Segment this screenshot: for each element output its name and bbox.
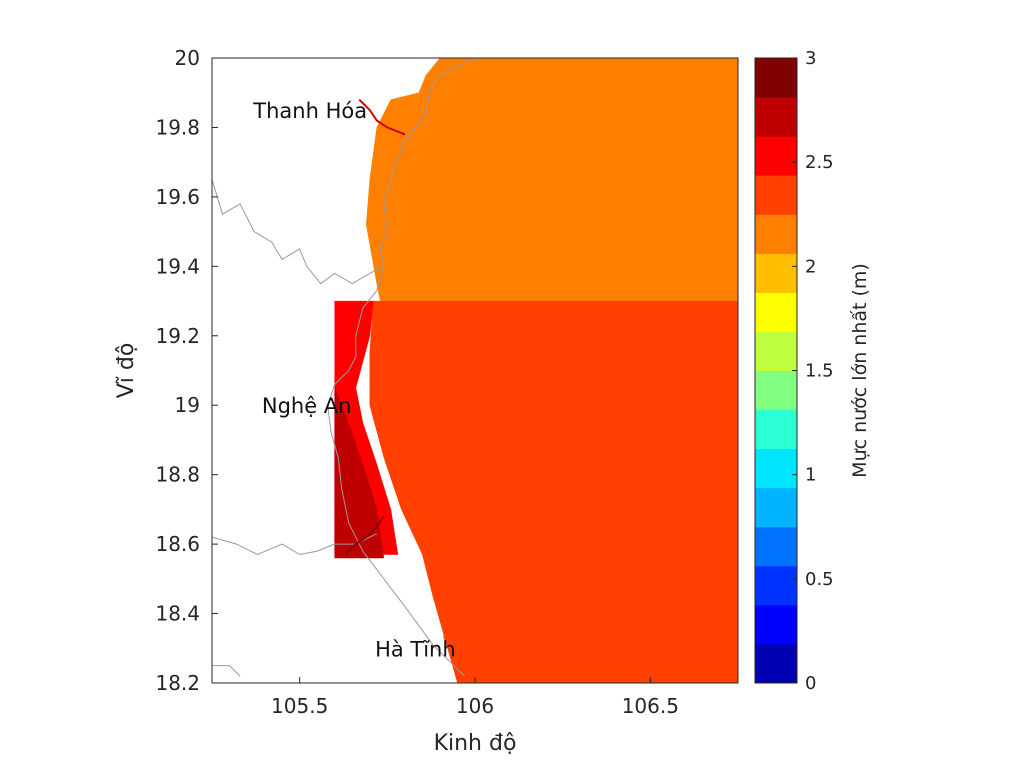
colorbar: 0 0.5 1 1.5 2 2.5 3 bbox=[754, 48, 834, 694]
y-axis-label: Vĩ độ bbox=[114, 343, 139, 399]
x-axis-label: Kinh độ bbox=[434, 731, 517, 756]
x-axis-ticks: 105.5 106 106.5 bbox=[271, 677, 679, 718]
colorbar-swatch bbox=[755, 331, 797, 371]
colorbar-swatch bbox=[755, 643, 797, 684]
y-tick-label: 18.6 bbox=[155, 532, 200, 556]
colorbar-tick-label: 1 bbox=[805, 465, 816, 486]
colorbar-tick-label: 0 bbox=[805, 673, 816, 694]
colorbar-swatch bbox=[755, 253, 797, 293]
colorbar-label: Mực nước lớn nhất (m) bbox=[849, 263, 871, 478]
colorbar-tick-label: 2 bbox=[805, 256, 816, 277]
colorbar-swatch bbox=[755, 292, 797, 332]
y-tick-label: 19.4 bbox=[155, 254, 200, 278]
colorbar-swatch bbox=[755, 97, 797, 137]
y-tick-label: 20 bbox=[175, 46, 200, 70]
province-boundary bbox=[212, 533, 378, 556]
colorbar-tick-label: 1.5 bbox=[805, 361, 834, 382]
place-labels: Thanh Hóa Nghệ An Hà Tĩnh bbox=[252, 99, 455, 661]
x-tick-label: 105.5 bbox=[271, 694, 328, 718]
colorbar-swatch bbox=[755, 409, 797, 450]
colorbar-tick-label: 2.5 bbox=[805, 152, 834, 173]
contour-bands bbox=[334, 58, 738, 683]
colorbar-tick-label: 3 bbox=[805, 48, 816, 69]
colorbar-swatch bbox=[755, 526, 797, 567]
place-label: Thanh Hóa bbox=[252, 99, 367, 123]
river-line bbox=[344, 515, 385, 556]
colorbar-swatch bbox=[755, 214, 797, 254]
place-label: Nghệ An bbox=[262, 394, 352, 418]
x-tick-label: 106 bbox=[456, 694, 494, 718]
y-tick-label: 18.4 bbox=[155, 602, 200, 626]
colorbar-swatch bbox=[755, 136, 797, 176]
map-plot-area bbox=[211, 57, 739, 684]
colorbar-tick-label: 0.5 bbox=[805, 569, 834, 590]
y-tick-label: 19.8 bbox=[155, 115, 200, 139]
y-tick-label: 19 bbox=[175, 393, 200, 417]
colorbar-swatch bbox=[755, 565, 797, 606]
colorbar-swatch bbox=[755, 58, 797, 98]
province-boundary bbox=[212, 179, 385, 285]
y-tick-label: 19.2 bbox=[155, 324, 200, 348]
province-boundary bbox=[212, 665, 241, 677]
colorbar-swatch bbox=[755, 448, 797, 489]
river-line bbox=[358, 98, 406, 136]
y-axis-ticks: 18.2 18.4 18.6 18.8 19 19.2 19.4 19.6 19.8 20 bbox=[155, 46, 218, 695]
y-tick-label: 18.8 bbox=[155, 463, 200, 487]
x-tick-label: 106.5 bbox=[622, 694, 679, 718]
y-tick-label: 18.2 bbox=[155, 671, 200, 695]
coast-and-borders bbox=[212, 58, 479, 677]
colorbar-swatch bbox=[755, 487, 797, 528]
coastline bbox=[327, 58, 479, 677]
colorbar-swatch bbox=[755, 370, 797, 411]
colorbar-swatch bbox=[755, 604, 797, 645]
contour-band-5 bbox=[369, 300, 738, 683]
y-tick-label: 19.6 bbox=[155, 185, 200, 209]
colorbar-swatch bbox=[755, 175, 797, 215]
place-label: Hà Tĩnh bbox=[375, 637, 456, 661]
